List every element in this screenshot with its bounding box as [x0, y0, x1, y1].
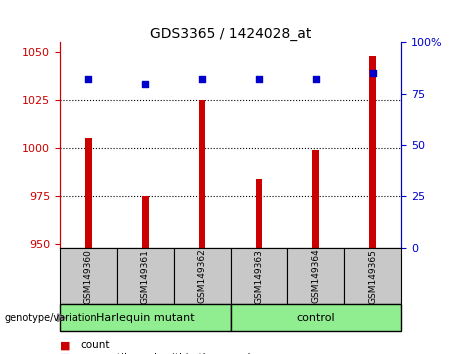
- Point: [312, 76, 319, 82]
- Text: GSM149360: GSM149360: [84, 249, 93, 304]
- Bar: [369, 56, 376, 248]
- Point: [255, 76, 263, 82]
- Title: GDS3365 / 1424028_at: GDS3365 / 1424028_at: [150, 28, 311, 41]
- Text: GSM149365: GSM149365: [368, 249, 377, 304]
- Text: ■: ■: [60, 353, 71, 354]
- Bar: [142, 196, 148, 248]
- Bar: [199, 100, 206, 248]
- Text: GSM149362: GSM149362: [198, 249, 207, 303]
- Text: GSM149361: GSM149361: [141, 249, 150, 304]
- Point: [198, 76, 206, 82]
- Bar: [255, 179, 262, 248]
- Text: GSM149363: GSM149363: [254, 249, 263, 304]
- Text: genotype/variation: genotype/variation: [5, 313, 97, 323]
- Text: control: control: [296, 313, 335, 323]
- Text: ■: ■: [60, 340, 71, 350]
- Bar: [313, 150, 319, 248]
- Point: [142, 81, 149, 86]
- Point: [369, 70, 376, 76]
- Text: GSM149364: GSM149364: [311, 249, 320, 303]
- Text: Harlequin mutant: Harlequin mutant: [96, 313, 195, 323]
- Text: percentile rank within the sample: percentile rank within the sample: [81, 353, 257, 354]
- Point: [85, 76, 92, 82]
- Bar: [85, 138, 92, 248]
- Text: count: count: [81, 340, 110, 350]
